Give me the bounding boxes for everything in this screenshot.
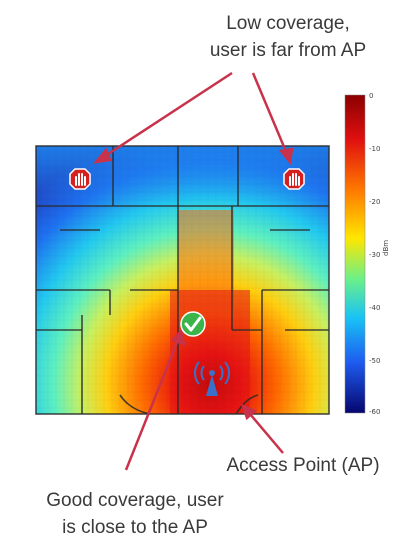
good-coverage-line-2: is close to the AP bbox=[62, 517, 208, 538]
colorbar-tick: 0 bbox=[369, 92, 374, 100]
colorbar-tick: -20 bbox=[369, 198, 381, 206]
colorbar-tick: -10 bbox=[369, 145, 381, 153]
colorbar-tick: -60 bbox=[369, 408, 381, 416]
annotation-arrows bbox=[92, 71, 294, 471]
stop-hand-icon bbox=[69, 168, 91, 190]
colorbar-tick: -50 bbox=[369, 357, 381, 365]
low-coverage-line-2: user is far from AP bbox=[209, 40, 367, 61]
floor-plan bbox=[35, 145, 330, 415]
stop-hand-icon bbox=[283, 168, 305, 190]
colorbar-tick: -40 bbox=[369, 304, 381, 312]
wireless-antenna-icon bbox=[194, 361, 230, 396]
signal-heatmap bbox=[36, 146, 329, 414]
access-point-label: Access Point (AP) bbox=[226, 455, 380, 476]
checkmark-icon bbox=[180, 311, 206, 337]
colorbar-tick: -30 bbox=[369, 251, 381, 259]
low-coverage-label: Low coverage, user is far from AP bbox=[168, 10, 408, 64]
good-coverage-label: Good coverage, user is close to the AP bbox=[0, 487, 270, 541]
colorbar-unit: dBm bbox=[382, 239, 390, 256]
good-coverage-line-1: Good coverage, user bbox=[46, 490, 224, 511]
colorbar bbox=[344, 94, 366, 414]
low-coverage-line-1: Low coverage, bbox=[226, 13, 350, 34]
